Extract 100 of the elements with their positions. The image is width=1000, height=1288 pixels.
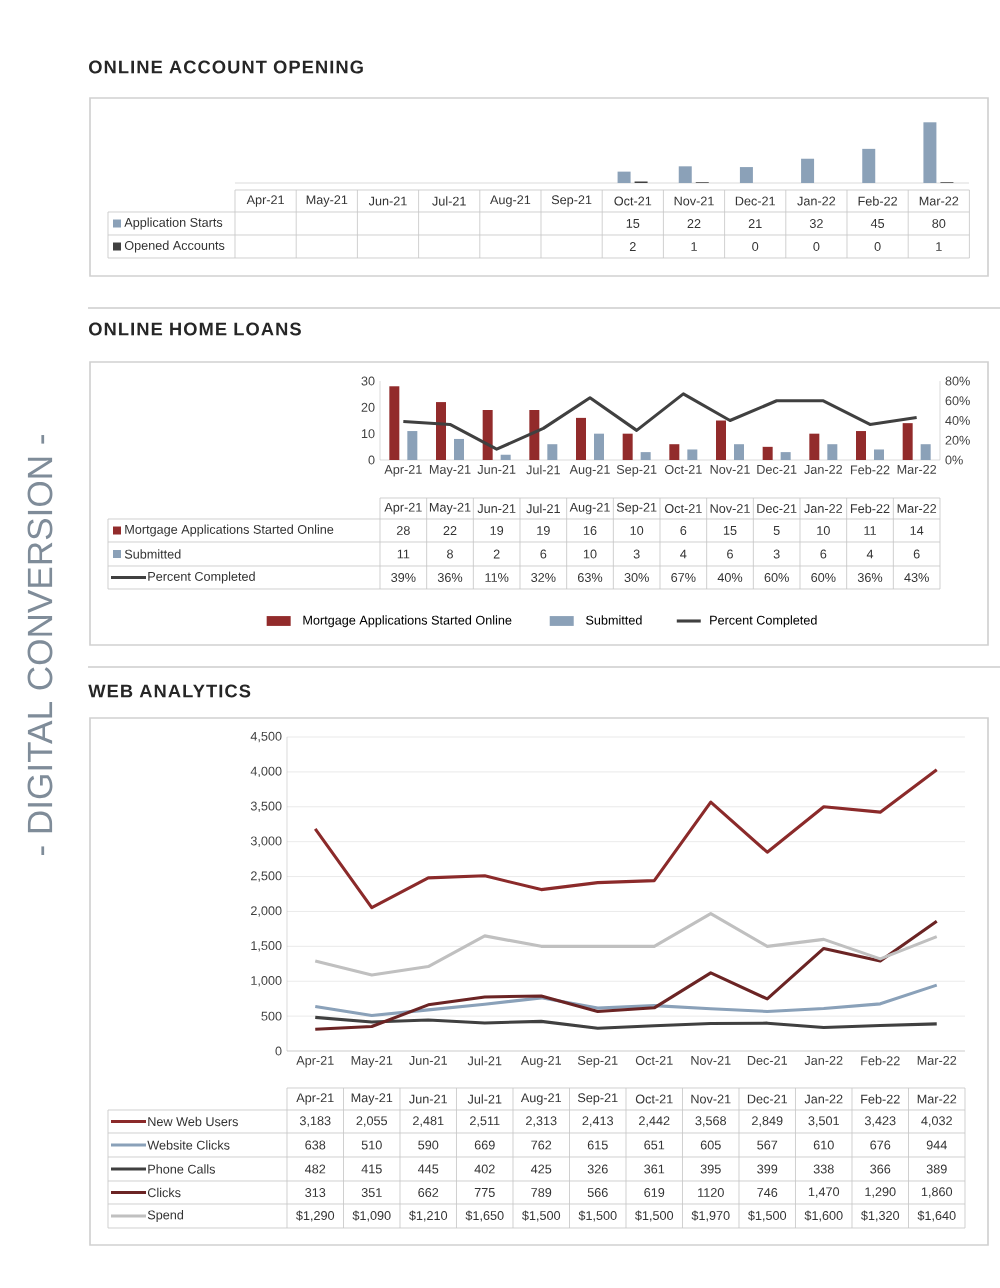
data-label: $1,500 bbox=[635, 1210, 674, 1222]
x-tick-label: Nov-21 bbox=[674, 196, 714, 206]
category-label: Jun-21 bbox=[409, 1094, 447, 1104]
y-tick-label: 0 bbox=[368, 455, 375, 465]
line-series bbox=[401, 392, 919, 451]
data-label: 16 bbox=[583, 526, 597, 535]
data-label: 366 bbox=[870, 1164, 891, 1174]
data-label: 8 bbox=[447, 549, 453, 559]
x-tick-label: Jul-21 bbox=[526, 464, 560, 475]
data-label: 43% bbox=[904, 573, 929, 582]
data-label: $1,500 bbox=[522, 1210, 561, 1222]
data-label: 425 bbox=[530, 1164, 552, 1174]
x-tick-label: Sep-21 bbox=[616, 464, 657, 477]
x-tick-label: Jun-21 bbox=[368, 196, 407, 206]
data-label: 789 bbox=[531, 1188, 552, 1197]
x-tick-label: Apr-21 bbox=[246, 195, 284, 207]
x-tick-label: Sep-21 bbox=[577, 1055, 618, 1068]
data-label: 605 bbox=[700, 1140, 721, 1150]
x-tick-label: Mar-22 bbox=[917, 1055, 957, 1065]
bar bbox=[923, 122, 937, 184]
data-label: 676 bbox=[870, 1140, 891, 1150]
data-label: 3,423 bbox=[864, 1116, 896, 1127]
data-label: 10 bbox=[583, 549, 597, 559]
text: ONLINE HOME LOANS bbox=[89, 322, 301, 336]
x-tick-label: Aug-21 bbox=[490, 195, 531, 207]
category-label: Jul-21 bbox=[467, 1094, 502, 1104]
data-label: 415 bbox=[361, 1164, 382, 1174]
x-tick-label: Jul-21 bbox=[432, 196, 466, 206]
category-label: Oct-21 bbox=[635, 1094, 673, 1104]
data-label: $1,650 bbox=[465, 1210, 504, 1222]
text: Percent Completed bbox=[148, 571, 255, 584]
category-label: Feb-22 bbox=[850, 503, 890, 514]
data-label: 2,442 bbox=[639, 1116, 670, 1127]
data-label: $1,970 bbox=[691, 1210, 730, 1222]
data-label: 39% bbox=[391, 573, 416, 582]
data-label: 2,413 bbox=[582, 1116, 614, 1127]
data-label: 1 bbox=[691, 242, 697, 251]
data-label: 746 bbox=[757, 1188, 778, 1197]
bar bbox=[622, 433, 633, 461]
x-tick-label: Oct-21 bbox=[635, 1055, 673, 1065]
data-label: 36% bbox=[437, 573, 463, 582]
data-label: 619 bbox=[644, 1188, 665, 1197]
bar bbox=[454, 438, 464, 461]
category-label: Jun-21 bbox=[477, 504, 516, 513]
x-tick-label: Dec-21 bbox=[747, 1055, 788, 1065]
category-label: Jan-22 bbox=[804, 504, 843, 513]
x-tick-label: Aug-21 bbox=[520, 1055, 562, 1068]
bar bbox=[407, 431, 418, 461]
bar bbox=[678, 166, 692, 184]
legend-label: Percent Completed bbox=[710, 615, 817, 628]
bar bbox=[874, 449, 884, 461]
data-label: 1,860 bbox=[921, 1187, 953, 1198]
data-label: 67% bbox=[671, 573, 696, 582]
x-tick-label: Jul-21 bbox=[467, 1055, 502, 1066]
bar bbox=[734, 444, 744, 461]
bar bbox=[856, 431, 866, 461]
x-tick-label: Dec-21 bbox=[735, 196, 775, 206]
data-label: 30% bbox=[624, 573, 649, 582]
data-label: 3 bbox=[633, 549, 640, 559]
x-tick-label: Jan-22 bbox=[797, 196, 836, 206]
x-tick-label: May-21 bbox=[306, 195, 348, 207]
data-label: 669 bbox=[474, 1140, 495, 1150]
data-label: 40% bbox=[717, 573, 743, 582]
data-label: $1,640 bbox=[917, 1210, 956, 1222]
legend-label: Clicks bbox=[147, 1187, 181, 1198]
data-label: 11% bbox=[485, 573, 509, 582]
category-label: Jan-22 bbox=[804, 1094, 843, 1104]
data-label: 10 bbox=[817, 526, 830, 535]
x-tick-label: Mar-22 bbox=[919, 196, 959, 206]
category-label: Sep-21 bbox=[616, 502, 657, 515]
data-label: 326 bbox=[587, 1164, 608, 1174]
data-label: 6 bbox=[680, 526, 687, 535]
legend-label: Mortgage Applications Started Online bbox=[125, 524, 334, 537]
data-label: 1120 bbox=[698, 1188, 724, 1197]
data-label: 6 bbox=[540, 549, 547, 559]
category-label: Nov-21 bbox=[710, 504, 750, 513]
data-label: 399 bbox=[757, 1164, 778, 1174]
data-label: 944 bbox=[926, 1140, 947, 1150]
bar bbox=[594, 433, 604, 461]
data-label: 22 bbox=[443, 526, 457, 535]
x-tick-label: Nov-21 bbox=[691, 1055, 731, 1065]
line-series bbox=[313, 1015, 939, 1030]
y-tick-label: 4,500 bbox=[250, 731, 282, 743]
x-tick-label: Oct-21 bbox=[614, 196, 652, 206]
data-label: 351 bbox=[361, 1188, 382, 1197]
category-label: Apr-21 bbox=[384, 502, 422, 515]
line-series bbox=[313, 768, 939, 910]
x-tick-label: Feb-22 bbox=[850, 464, 890, 475]
category-label: Aug-21 bbox=[520, 1093, 562, 1105]
bar bbox=[716, 420, 726, 461]
data-label: 6 bbox=[913, 549, 920, 559]
data-label: 5 bbox=[773, 526, 780, 535]
x-tick-label: Feb-22 bbox=[861, 1055, 900, 1066]
category-label: Feb-22 bbox=[861, 1094, 900, 1104]
category-label: Mar-22 bbox=[917, 1094, 957, 1104]
bar bbox=[617, 171, 631, 184]
data-label: 4,032 bbox=[921, 1116, 952, 1127]
data-label: 662 bbox=[418, 1188, 439, 1197]
text: Submitted bbox=[124, 549, 181, 559]
data-label: 36% bbox=[857, 573, 883, 582]
